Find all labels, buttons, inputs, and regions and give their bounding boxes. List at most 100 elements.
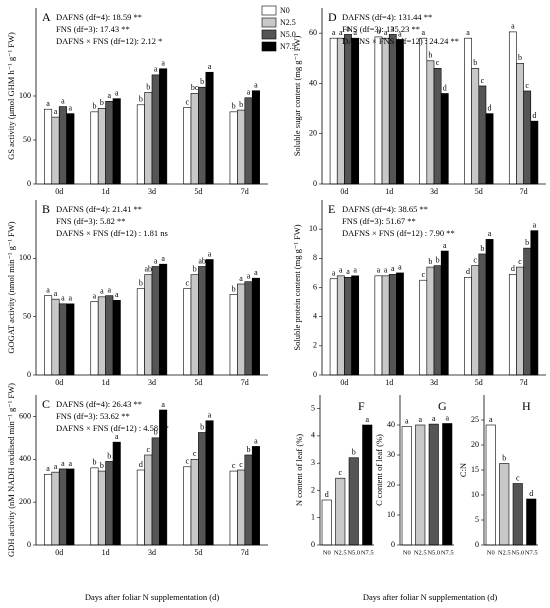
significance-letter: b: [352, 448, 356, 457]
significance-letter: a: [54, 107, 58, 116]
bar: [321, 499, 332, 546]
x-tick-label: 0d: [340, 187, 348, 196]
y-tick-label: 0: [27, 370, 31, 379]
bar: [136, 288, 145, 376]
significance-letter: a: [61, 294, 65, 303]
bar: [351, 275, 360, 376]
bar: [485, 424, 496, 546]
bar: [464, 276, 472, 376]
y-tick-label: 50: [23, 135, 31, 144]
annotation: DAFNS × FNS (df=12) : 24.24 **: [342, 36, 459, 46]
significance-letter: c: [436, 58, 440, 67]
y-axis-title: Soluble sugar content (mg g⁻¹ FW): [292, 36, 302, 157]
bar: [198, 86, 207, 185]
bar: [516, 266, 524, 376]
significance-letter: c: [525, 81, 529, 90]
bar: [44, 473, 53, 546]
bar: [144, 274, 153, 376]
x-tick-label: 3d: [430, 378, 438, 387]
significance-letter: b: [436, 255, 440, 264]
panel-label: B: [42, 202, 50, 216]
bar: [159, 68, 168, 185]
bar: [440, 250, 449, 376]
significance-letter: b: [107, 451, 111, 460]
significance-letter: a: [93, 291, 97, 300]
significance-letter: a: [161, 400, 165, 409]
bar: [426, 60, 435, 185]
significance-letter: d: [511, 264, 515, 273]
significance-letter: a: [247, 271, 251, 280]
significance-letter: a: [391, 24, 395, 33]
x-tick-label: 3d: [148, 378, 156, 387]
significance-letter: a: [405, 416, 409, 425]
x-tick-label: 7d: [241, 378, 249, 387]
bar: [90, 111, 99, 185]
bar: [183, 466, 192, 546]
significance-letter: a: [54, 289, 58, 298]
significance-letter: b: [100, 461, 104, 470]
annotation: FNS (df=3): 51.67 **: [342, 216, 416, 226]
significance-letter: a: [239, 274, 243, 283]
x-tick-label: N0: [487, 549, 495, 556]
annotation: FNS (df=3): 135.23 **: [342, 24, 420, 34]
significance-letter: a: [46, 464, 50, 473]
bar: [251, 277, 260, 376]
x-tick-label: 7d: [241, 187, 249, 196]
bar: [183, 107, 192, 185]
x-tick-label: 5d: [475, 187, 483, 196]
bar: [516, 63, 524, 185]
bar: [66, 468, 75, 546]
bar: [388, 274, 397, 376]
x-axis-title: Days after foliar N supplementation (d): [85, 592, 219, 602]
y-tick-label: 40: [309, 78, 317, 87]
bar: [428, 423, 439, 546]
bar: [508, 31, 517, 185]
bar: [388, 34, 397, 185]
bar: [198, 266, 207, 376]
x-tick-label: 5d: [194, 548, 202, 557]
significance-letter: d: [488, 103, 492, 112]
bar: [485, 239, 494, 376]
bar: [362, 424, 373, 546]
significance-letter: b: [146, 82, 150, 91]
significance-letter: a: [384, 266, 388, 275]
bar: [105, 461, 114, 546]
significance-letter: a: [208, 411, 212, 420]
bar: [159, 263, 168, 376]
significance-letter: a: [254, 268, 258, 277]
significance-letter: a: [418, 415, 422, 424]
bar: [237, 109, 246, 185]
bar: [478, 253, 487, 376]
annotation: DAFNS × FNS (df=12) : 4.58 **: [56, 423, 169, 433]
y-tick-label: 6: [313, 282, 317, 291]
bar: [244, 454, 253, 546]
bar: [183, 288, 192, 376]
significance-letter: b: [200, 422, 204, 431]
bar: [464, 37, 472, 185]
significance-letter: c: [193, 449, 197, 458]
x-tick-label: N2.5: [334, 549, 347, 556]
significance-letter: b: [92, 102, 96, 111]
bar: [105, 295, 114, 376]
bar: [381, 37, 390, 185]
bar: [251, 90, 260, 185]
significance-letter: a: [353, 28, 357, 37]
bar: [478, 85, 487, 185]
significance-letter: a: [443, 241, 447, 250]
significance-letter: a: [511, 22, 515, 31]
bar: [97, 470, 106, 546]
bar: [433, 68, 442, 185]
y-tick-label: 60: [309, 28, 317, 37]
significance-letter: a: [115, 432, 119, 441]
x-tick-label: 1d: [385, 187, 393, 196]
y-axis-title: Soluble protein content (mg g⁻¹ FW): [292, 224, 302, 350]
bar: [112, 98, 121, 185]
y-tick-label: 1: [311, 513, 315, 522]
significance-letter: a: [100, 287, 104, 296]
x-tick-label: 5d: [475, 378, 483, 387]
x-tick-label: N5.0: [511, 549, 524, 556]
y-tick-label: 20: [387, 480, 395, 489]
significance-letter: b: [480, 244, 484, 253]
significance-letter: a: [353, 266, 357, 275]
